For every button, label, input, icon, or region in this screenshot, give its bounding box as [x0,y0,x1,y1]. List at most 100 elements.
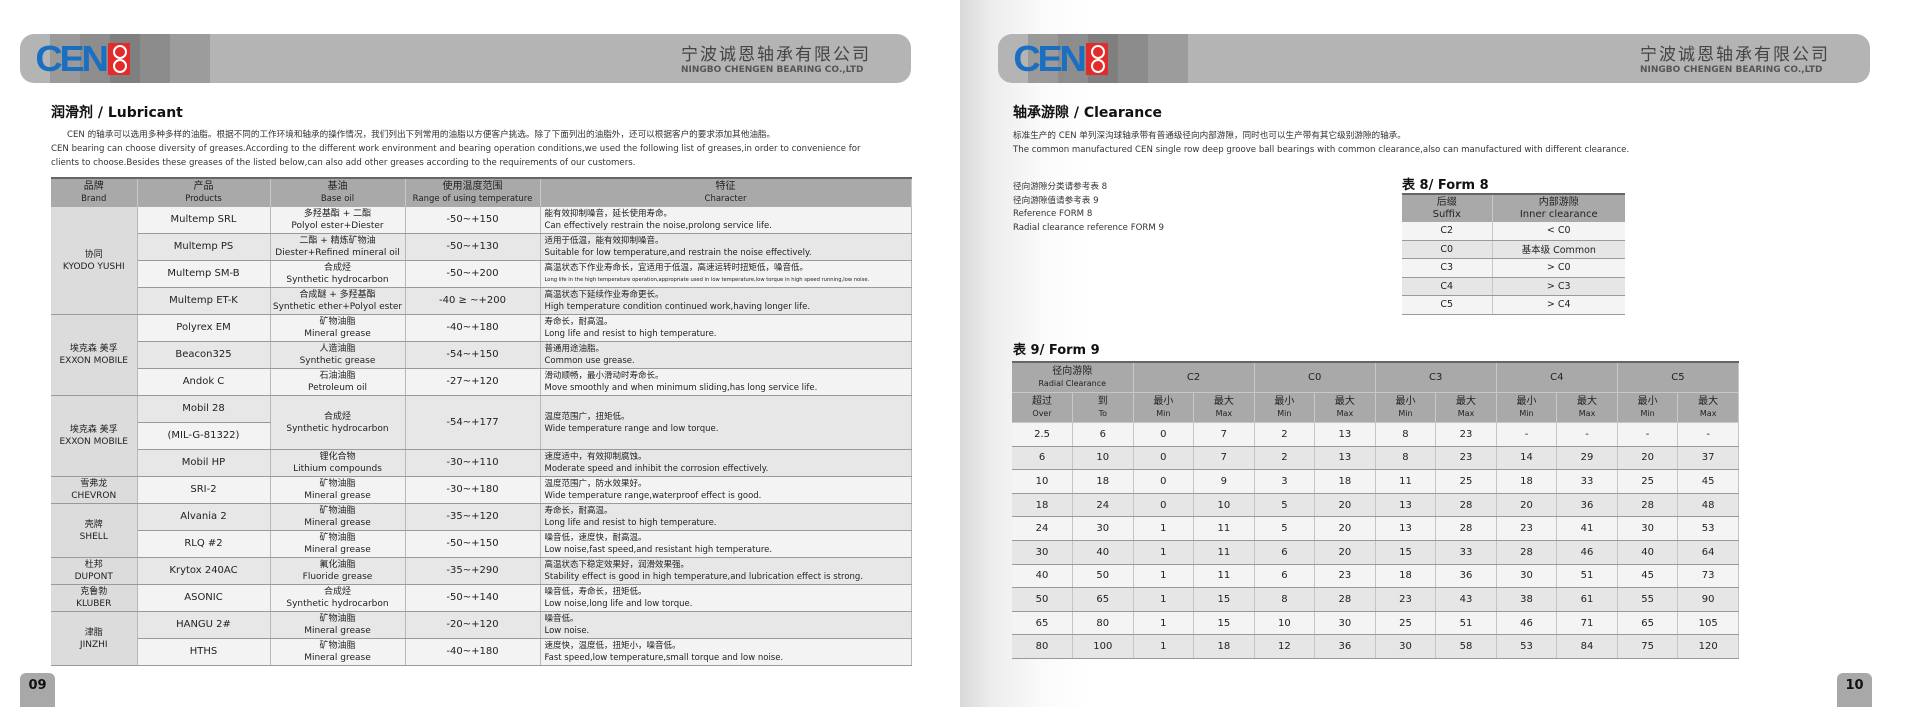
sub-header: 到 To [1072,392,1134,423]
table-row: Multemp PS 二酯 + 精炼矿物油 Diester+Refined mine… [51,233,912,261]
text-en: Max [1215,408,1233,418]
table-row: 津脂 JINZHI HANGU 2# 矿物油脂 Mineral grease -20~+1… [51,611,912,666]
table-cell: 6 [1254,540,1316,565]
table-row: 80 100 1 18 12 36 30 58 53 84 75 120 [1012,634,1739,659]
table-row: 40 50 1 11 6 23 18 36 30 51 45 73 [1012,564,1739,589]
character-cell: 能有效抑制噪音，延长使用寿命。 Can effectively restrain … [540,207,912,234]
text-en: Stability effect is good in high tempera… [544,572,864,582]
table-cell: 11 [1193,540,1255,565]
temperature-cell: -54~+150 [405,341,541,369]
character-cell: 速度适中，有效抑制腐蚀。 Moderate speed and inhibit t… [540,449,912,477]
lubricant-table: 品牌 Brand 产品 Products 基油 Base oil 使用温度范围 Range o… [51,177,912,666]
column-header: 产品 Products [137,178,271,207]
text-cn: 最小 [1395,395,1416,407]
temperature-cell: -30~+180 [405,476,541,504]
table-row: 壳牌 SHELL Alvania 2 矿物油脂 Mineral grease -35~+1… [51,503,912,558]
character-cell: 温度范围广，扭矩低。 Wide temperature range and low… [540,395,912,450]
reference-line: 径向游隙值请参考表 9 [1013,195,1099,206]
table-row: 协同 KYODO YUSHI Multemp SRL 多羟基酯 + 二酯 Polyol … [51,207,912,315]
text-en: Long life in the high temperature operat… [544,277,870,283]
text-en: Fluoride grease [302,572,373,582]
clearance-group-header: C4 [1496,362,1618,393]
table-row: 10 18 0 9 3 18 11 25 18 33 25 45 [1012,469,1739,494]
text-cn: 高温状态下稳定效果好，润滑效果强。 [544,560,690,570]
table-cell: 105 [1677,611,1739,636]
table-cell: 30 [1617,516,1679,541]
table-cell: 2 [1254,446,1316,471]
text-en: Mineral grease [304,491,371,501]
base-oil-cell: 人造油脂 Synthetic grease [270,341,406,369]
text-en: Mineral grease [304,626,371,636]
table-cell: 20 [1496,493,1558,518]
product-cell: Multemp PS [137,233,271,261]
temperature-cell: -40~+180 [405,314,541,342]
text-en: Max [1699,408,1717,418]
table-cell: 28 [1496,540,1558,565]
text-cn: 最大 [1577,395,1598,407]
table-cell: 1 [1133,611,1195,636]
temperature-cell: -50~+150 [405,207,541,234]
character-cell: 噪音低。 Low noise. [540,611,912,639]
text-en: Min [1398,408,1413,418]
text-cn: 温度范围广，防水效果好。 [544,479,647,489]
table-cell: 28 [1435,493,1497,518]
text-en: Moderate speed and inhibit the corrosion… [544,464,769,474]
cen-logo: CEN [35,38,131,79]
page-right: CEN 宁波诚恩轴承有限公司 NINGBO CHENGEN BEARING CO… [960,0,1920,707]
table-cell: 75 [1617,634,1679,659]
text-en: Base oil [320,194,355,204]
table-cell: 30 [1012,540,1074,565]
table-row: Andok C 石油油脂 Petroleum oil -27~+120 滑动顺畅，最小滑… [51,368,912,396]
table-cell: 10 [1254,611,1316,636]
form8-title: 表 8/ Form 8 [1402,178,1489,193]
character-cell: 普通用途油脂。 Common use grease. [540,341,912,369]
character-cell: 噪音低，寿命长，扭矩低。 Low noise,long life and low … [540,584,912,612]
brand-cell: 杜邦 DUPONT [51,557,138,585]
text-cn: 矿物油脂 [319,479,356,489]
table-cell: 1 [1133,540,1195,565]
table-cell: 64 [1677,540,1739,565]
text-cn: 多羟基酯 + 二酯 [303,209,372,219]
form-references: 径向游隙分类请参考表 8 径向游隙值请参考表 9 Reference FORM … [1013,181,1164,235]
table-cell: 24 [1072,493,1134,518]
table-cell: 1 [1133,587,1195,612]
text-cn: 最大 [1213,395,1234,407]
text-cn: 最大 [1455,395,1476,407]
text-cn: 协同 [84,249,103,260]
table-cell: 20 [1314,493,1376,518]
text-cn: 特征 [715,181,736,192]
table-cell: 36 [1435,564,1497,589]
table-cell: 23 [1435,422,1497,447]
table-cell: 55 [1617,587,1679,612]
text-cn: 锂化合物 [319,452,356,462]
base-oil-cell: 合成醚 + 多羟基酯 Synthetic ether+Polyol ester [270,287,406,315]
page-number: 10 [1837,673,1872,707]
logo-gear-icon [108,43,131,75]
table-cell: 5 [1254,516,1316,541]
sub-header: 超过 Over [1012,392,1074,423]
table-row: RLQ #2 矿物油脂 Mineral grease -50~+150 噪音低，速度快，… [51,530,912,558]
table-cell: 14 [1496,446,1558,471]
text-cn: 石油油脂 [319,371,356,381]
character-cell: 速度快，温度低，扭矩小，噪音低。 Fast speed,low temperatu… [540,638,912,666]
table-cell: 46 [1496,611,1558,636]
text-en: Diester+Refined mineral oil [275,248,400,258]
table-cell: 15 [1193,611,1255,636]
table-cell: 0 [1133,446,1195,471]
table-cell: 9 [1193,469,1255,494]
text-en: Range of using temperature [412,194,533,204]
table-cell: C0 [1402,240,1493,259]
table-cell: < C0 [1492,222,1625,241]
text-en: Petroleum oil [307,383,368,393]
text-en: DUPONT [74,572,113,582]
text-cn: 矿物油脂 [319,641,356,651]
sub-header: 最大 Max [1435,392,1497,423]
product-cell: Mobil 28 [137,395,271,423]
reference-line: Radial clearance reference FORM 9 [1013,222,1164,233]
text-en: Low noise,long life and low torque. [544,599,693,609]
text-cn: 最小 [1274,395,1295,407]
text-cn: 最大 [1698,395,1719,407]
radial-clearance-header: 径向游隙 Radial Clearance [1012,362,1134,393]
text-en: Synthetic hydrocarbon [286,423,389,434]
reference-line: Reference FORM 8 [1013,209,1093,219]
